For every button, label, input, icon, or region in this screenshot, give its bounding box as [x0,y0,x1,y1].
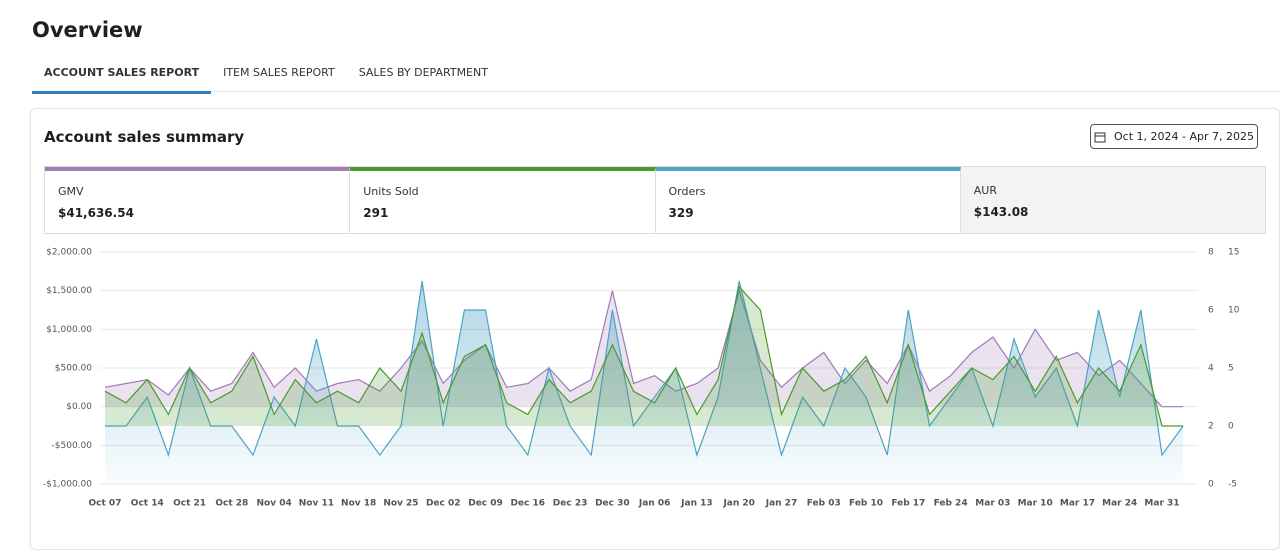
y2-tick-label: 8 [1208,248,1214,258]
x-tick-label: Oct 21 [173,499,206,509]
x-tick-label: Dec 23 [553,499,588,509]
x-tick-label: Mar 17 [1060,499,1095,509]
kpi-label: GMV [58,185,84,198]
series-line [105,280,1184,458]
tab[interactable]: ITEM SALES REPORT [223,66,335,79]
y3-tick-label: 15 [1228,248,1239,258]
x-tick-label: Feb 10 [849,499,883,509]
x-tick-label: Oct 14 [131,499,164,509]
kpi-value: 329 [668,206,694,220]
tab[interactable]: ACCOUNT SALES REPORT [32,62,212,94]
kpi-label: Orders [668,185,706,198]
x-tick-label: Nov 18 [341,499,376,509]
x-tick-label: Jan 27 [765,499,798,509]
x-tick-label: Nov 11 [299,499,334,509]
y-tick-label: -$1,000.00 [43,480,92,490]
y-tick-label: $1,500.00 [46,286,92,296]
kpi-tile[interactable]: AUR $143.08 [960,167,1265,233]
chart: -$1,000.00 -$500.00 $0.00 $500.00 $1,000.00 $… [43,248,1240,509]
series-area [105,281,1184,484]
x-tick-label: Oct 07 [89,499,122,509]
x-tick-label: Nov 04 [256,499,291,509]
calendar-icon [1094,132,1106,142]
y2-tick-label: 2 [1208,422,1214,432]
card-title: Account sales summary [44,128,245,146]
y3-tick-label: 10 [1228,306,1240,316]
y-tick-label: $2,000.00 [46,248,92,258]
x-tick-label: Feb 24 [934,499,968,509]
y2-tick-label: 4 [1208,364,1214,374]
x-tick-label: Mar 03 [975,499,1010,509]
x-tick-label: Feb 03 [807,499,841,509]
y3-tick-label: -5 [1228,480,1237,490]
y-tick-label: $500.00 [55,364,92,374]
date-picker[interactable]: Oct 1, 2024 - Apr 7, 2025 [1090,124,1258,149]
x-tick-label: Jan 06 [638,499,671,509]
x-tick-label: Nov 25 [383,499,418,509]
x-tick-label: Mar 31 [1144,499,1179,509]
kpi-value: 291 [363,206,389,220]
x-tick-label: Mar 24 [1102,499,1137,509]
page: Overview ACCOUNT SALES REPORT ITEM SALES… [30,18,1280,550]
y3-tick-label: 5 [1228,364,1234,374]
kpi-label: AUR [973,184,997,197]
kpi-tile[interactable]: Orders 329 [655,167,961,233]
series-line [104,288,1184,408]
y2-tick-label: 0 [1208,480,1214,490]
series-line [104,285,1184,427]
page-title: Overview [32,18,143,42]
y2-tick-label: 6 [1208,306,1214,316]
x-tick-label: Dec 30 [595,499,630,509]
y-tick-label: $0.00 [66,402,92,412]
kpi-value: $41,636.54 [58,206,134,220]
x-tick-label: Jan 13 [680,499,713,509]
x-tick-label: Mar 10 [1018,499,1053,509]
x-tick-label: Feb 17 [891,499,925,509]
x-tick-label: Dec 02 [426,499,461,509]
y3-tick-label: 0 [1228,422,1234,432]
date-range: Oct 1, 2024 - Apr 7, 2025 [1114,130,1254,143]
y-tick-label: $1,000.00 [46,325,92,335]
x-tick-label: Jan 20 [722,499,755,509]
y-tick-label: -$500.00 [52,441,93,451]
kpi-tile[interactable]: GMV $41,636.54 [45,167,351,233]
x-tick-label: Dec 09 [468,499,503,509]
x-tick-label: Dec 16 [511,499,546,509]
kpi-label: Units Sold [363,185,419,198]
kpi-tile[interactable]: Units Sold 291 [350,167,656,233]
series-area [105,286,1184,426]
x-tick-label: Oct 28 [215,499,248,509]
kpi-row: GMV $41,636.54 Units Sold 291 Orders 329 AU… [44,166,1266,234]
kpi-value: $143.08 [973,205,1029,219]
summary-card: Account sales summary Oct 1, 2024 - Apr … [30,108,1280,550]
tab-bar: ACCOUNT SALES REPORT ITEM SALES REPORT S… [32,62,1280,94]
tab[interactable]: SALES BY DEPARTMENT [358,66,488,79]
